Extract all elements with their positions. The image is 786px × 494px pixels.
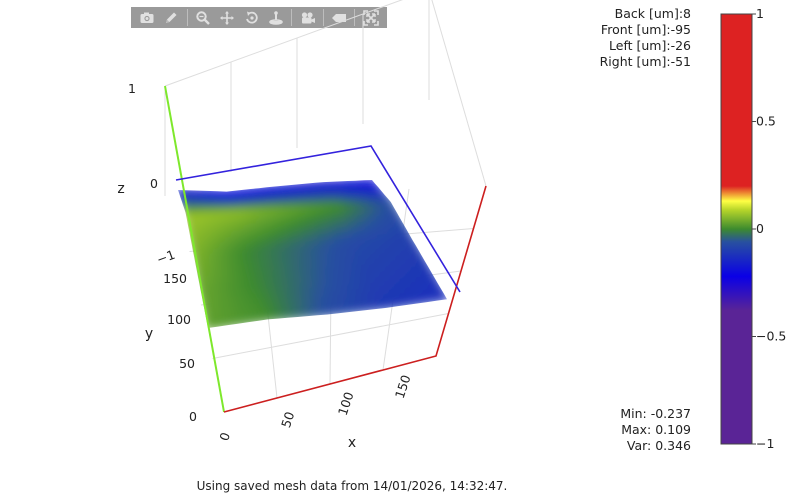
z-zero-plane-outline	[175, 145, 461, 293]
autoscale-icon[interactable]	[362, 9, 380, 27]
toolbar-separator	[291, 9, 293, 26]
stats-readout: Min: -0.237 Max: 0.109 Var: 0.346	[620, 406, 691, 454]
y-tick-label: 150	[163, 271, 187, 286]
probe-readout: Back [um]:8 Front [um]:-95 Left [um]:-26…	[600, 6, 691, 70]
colorbar-ticks: 1 0.5 0 −0.5 −1	[752, 6, 786, 451]
back-value: Back [um]:8	[614, 6, 691, 21]
toolbar-separator	[322, 9, 324, 26]
y-tick-label: 100	[167, 312, 191, 327]
max-value: Max: 0.109	[621, 422, 691, 437]
grid-line	[431, 0, 487, 187]
z-tick-label: −1	[155, 247, 177, 267]
z-axis-title: z	[117, 181, 124, 197]
front-value: Front [um]:-95	[600, 22, 691, 37]
x-tick-label: 0	[216, 430, 233, 442]
zoom-icon[interactable]	[194, 9, 212, 27]
modebar	[131, 7, 387, 28]
colorbar-tick-label: 0.5	[756, 114, 776, 129]
right-value: Right [um]:-51	[599, 54, 691, 69]
camera-icon[interactable]	[138, 9, 156, 27]
y-tick-label: 0	[189, 409, 197, 424]
x-tick-label: 50	[278, 410, 297, 430]
var-value: Var: 0.346	[626, 438, 691, 453]
surface	[178, 180, 447, 328]
colorbar	[720, 13, 753, 445]
y-axis-line	[164, 85, 225, 413]
turntable-icon[interactable]	[267, 9, 285, 27]
pencil-icon[interactable]	[162, 9, 180, 27]
colorbar-tick-label: −1	[756, 436, 774, 451]
x-tick-label: 150	[392, 373, 414, 400]
axes	[164, 85, 487, 413]
colorbar-tick-label: 1	[756, 6, 764, 21]
toolbar-separator	[354, 9, 356, 26]
colorbar-tick-label: 0	[756, 221, 764, 236]
left-value: Left [um]:-26	[609, 38, 691, 53]
grid-line	[164, 0, 403, 87]
footer-status: Using saved mesh data from 14/01/2026, 1…	[196, 479, 508, 493]
tick-labels: 0 50 100 150 0 50 100 150 1 0 −1	[128, 81, 414, 443]
y-tick-label: 50	[179, 356, 195, 371]
orbit-icon[interactable]	[243, 9, 261, 27]
pan-icon[interactable]	[218, 9, 236, 27]
toolbar-separator	[186, 9, 188, 26]
colorbar-tick-label: −0.5	[756, 329, 786, 344]
x-axis-line	[223, 185, 487, 413]
x-axis-title: x	[348, 435, 356, 451]
x-tick-label: 100	[335, 390, 357, 417]
z-tick-label: 1	[128, 81, 136, 96]
y-axis-title: y	[145, 326, 153, 342]
video-camera-icon[interactable]	[299, 9, 317, 27]
tag-icon[interactable]	[330, 9, 348, 27]
min-value: Min: -0.237	[620, 406, 691, 421]
z-tick-label: 0	[150, 176, 158, 191]
